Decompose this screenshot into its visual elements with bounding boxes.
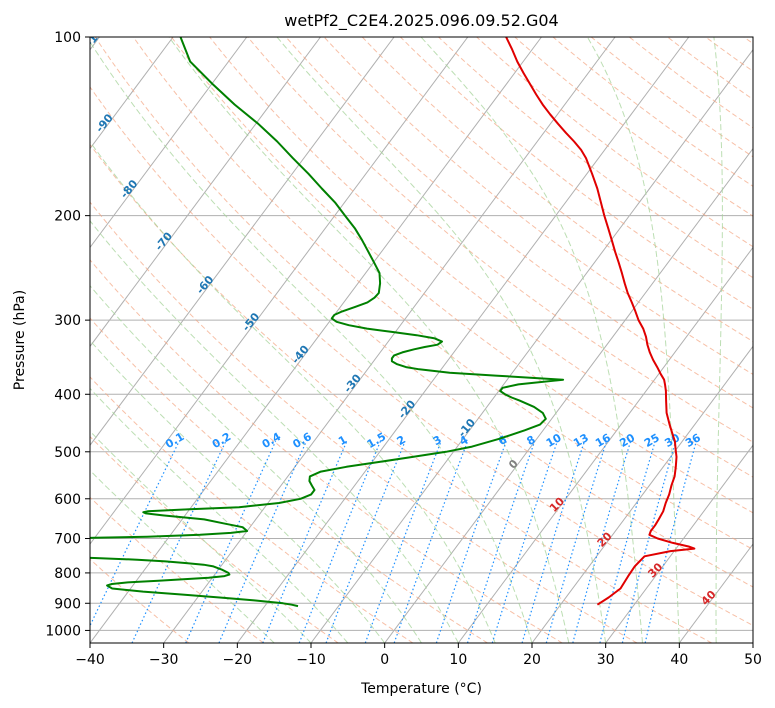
- dry-adiabat-line: [90, 435, 339, 643]
- mixing-ratio-line: [185, 441, 277, 643]
- x-tick-label: 40: [670, 652, 688, 668]
- isotherm-line: [90, 37, 469, 545]
- mixing-ratio-line: [262, 441, 348, 643]
- y-tick-label: 1000: [45, 623, 81, 639]
- x-tick-label: −40: [75, 652, 105, 668]
- moist-adiabat-line: [90, 430, 312, 643]
- y-tick-label: 700: [54, 532, 81, 548]
- moist-adiabat-line: [713, 37, 723, 643]
- dry-adiabat-line: [90, 201, 638, 643]
- mixing-ratio-line: [435, 441, 507, 643]
- dry-adiabat-line: [90, 259, 563, 643]
- x-tick-label: 0: [380, 652, 389, 668]
- moist-adiabat-line: [586, 37, 680, 643]
- isotherm-line: [457, 246, 753, 643]
- mixing-ratio-line: [644, 441, 697, 643]
- x-tick-label: −10: [296, 652, 326, 668]
- moist-adiabat-line: [90, 141, 496, 643]
- dry-adiabat-line: [132, 37, 753, 550]
- x-axis: −40 −30 −20 −10 0 10 20 30 40 50: [75, 643, 762, 668]
- y-tick-label: 400: [54, 387, 81, 403]
- moist-adiabat-line: [420, 37, 643, 643]
- y-tick-label: 200: [54, 209, 81, 225]
- dry-adiabats: [90, 37, 753, 643]
- dewpoint-profile: [90, 37, 565, 608]
- dry-adiabat-line: [90, 143, 712, 643]
- moist-adiabat-line: [90, 339, 386, 643]
- mixing-ratio-line: [572, 441, 632, 643]
- moist-adiabat-line: [90, 284, 422, 643]
- dry-adiabat-line: [400, 37, 753, 310]
- isotherm-line: [90, 37, 321, 348]
- isotherm-grid: [90, 37, 753, 643]
- y-tick-label: 600: [54, 492, 81, 508]
- moist-adiabat-line: [90, 220, 459, 643]
- x-tick-label: −20: [223, 652, 253, 668]
- mixing-ratio-line: [545, 441, 608, 643]
- moist-adiabat-line: [90, 387, 349, 643]
- isotherm-line: [90, 37, 395, 447]
- x-tick-label: 10: [449, 652, 467, 668]
- mixing-ratio-line: [621, 441, 677, 643]
- y-tick-label: 100: [54, 30, 81, 46]
- isotherm-line: [605, 444, 753, 643]
- x-tick-label: 20: [523, 652, 541, 668]
- mixing-ratio-lines: [90, 441, 697, 643]
- y-tick-label: 800: [54, 566, 81, 582]
- dry-adiabat-line: [209, 37, 753, 478]
- mixing-ratio-line: [491, 441, 558, 643]
- dry-adiabat-line: [171, 37, 753, 514]
- isotherm-line: [163, 37, 616, 643]
- isotherm-line: [384, 147, 753, 643]
- mixing-ratio-line: [599, 441, 656, 643]
- x-tick-label: −30: [149, 652, 179, 668]
- mixing-ratio-line: [90, 441, 180, 628]
- mixing-ratio-line: [218, 441, 307, 643]
- x-tick-label: 50: [744, 652, 762, 668]
- dry-adiabat-line: [361, 37, 753, 343]
- dry-adiabat-line: [247, 37, 753, 443]
- isotherm-line: [90, 37, 248, 249]
- y-axis: 100 200 300 400 500 600 700 800 900 1000: [45, 30, 90, 639]
- y-tick-label: 900: [54, 596, 81, 612]
- dry-adiabat-line: [90, 558, 190, 643]
- mixing-ratio-line: [393, 441, 469, 643]
- x-axis-label: Temperature (°C): [360, 681, 482, 697]
- y-tick-label: 500: [54, 445, 81, 461]
- dry-adiabat-line: [90, 317, 488, 643]
- mixing-ratio-line: [521, 441, 586, 643]
- temperature-profile: [505, 37, 696, 606]
- isotherm-line: [236, 37, 690, 643]
- y-axis-label: Pressure (hPa): [12, 290, 28, 390]
- dry-adiabat-line: [90, 86, 753, 627]
- moist-adiabat-line: [276, 37, 607, 643]
- isotherm-line: [531, 345, 753, 643]
- y-tick-label: 300: [54, 313, 81, 329]
- x-tick-label: 30: [597, 652, 615, 668]
- plot-frame: [89, 36, 754, 644]
- sounding-profiles: [90, 37, 696, 608]
- isotherm-line: [90, 37, 174, 150]
- chart-title: wetPf2_C2E4.2025.096.09.52.G04: [284, 11, 558, 31]
- moist-adiabat-line: [90, 41, 533, 643]
- dry-adiabat-line: [90, 376, 414, 643]
